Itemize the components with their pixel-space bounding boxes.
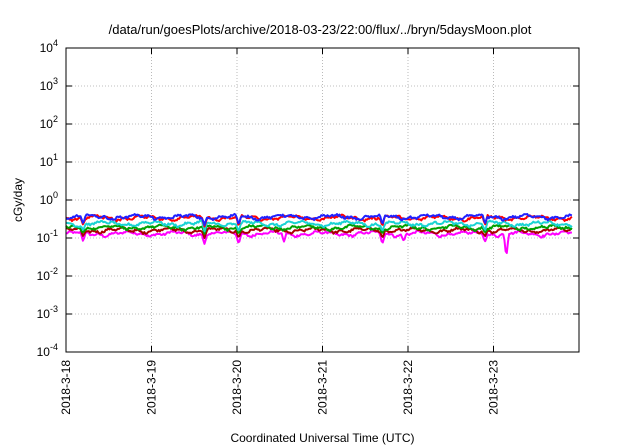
grid-layer [66, 48, 579, 352]
y-tick-base: 10 [40, 155, 54, 169]
y-axis-label: cGy/day [11, 178, 25, 222]
y-tick-exponent: -4 [50, 342, 58, 352]
series-line [65, 219, 573, 233]
y-tick-label: 10-3 [37, 304, 58, 321]
y-tick-base: 10 [40, 193, 54, 207]
x-tick-label: 2018-3-20 [230, 360, 244, 415]
series-layer [65, 212, 573, 254]
x-tick-label: 2018-3-22 [401, 360, 415, 415]
x-tick-label: 2018-3-23 [487, 360, 501, 415]
y-tick-exponent: 3 [53, 76, 58, 86]
series-line [65, 229, 573, 254]
y-tick-exponent: 2 [53, 114, 58, 124]
y-tick-exponent: 1 [53, 152, 58, 162]
y-tick-label: 100 [40, 190, 58, 207]
y-tick-label: 103 [40, 76, 58, 93]
y-tick-base: 10 [37, 307, 51, 321]
y-tick-base: 10 [40, 117, 54, 131]
y-tick-base: 10 [37, 345, 51, 359]
y-tick-label: 102 [40, 114, 58, 131]
y-tick-base: 10 [37, 231, 51, 245]
x-tick-label: 2018-3-19 [145, 360, 159, 415]
y-tick-label: 10-1 [37, 228, 58, 245]
y-tick-exponent: 4 [53, 38, 58, 48]
y-tick-base: 10 [40, 79, 54, 93]
x-tick-label: 2018-3-18 [59, 360, 73, 415]
y-tick-label: 101 [40, 152, 58, 169]
y-tick-exponent: -2 [50, 266, 58, 276]
tick-layer: 10410310210110010-110-210-310-42018-3-18… [37, 38, 579, 415]
series-line [65, 212, 573, 226]
x-axis-label: Coordinated Universal Time (UTC) [230, 431, 414, 445]
y-tick-exponent: -3 [50, 304, 58, 314]
y-tick-label: 10-2 [37, 266, 58, 283]
y-tick-base: 10 [40, 41, 54, 55]
y-tick-base: 10 [37, 269, 51, 283]
y-tick-exponent: 0 [53, 190, 58, 200]
label-layer: cGy/day Coordinated Universal Time (UTC) [11, 178, 415, 445]
y-tick-label: 10-4 [37, 342, 58, 359]
x-tick-label: 2018-3-21 [316, 360, 330, 415]
series-line [65, 223, 573, 235]
chart-title: /data/run/goesPlots/archive/2018-03-23/2… [108, 22, 532, 37]
y-tick-exponent: -1 [50, 228, 58, 238]
y-tick-label: 104 [40, 38, 58, 55]
